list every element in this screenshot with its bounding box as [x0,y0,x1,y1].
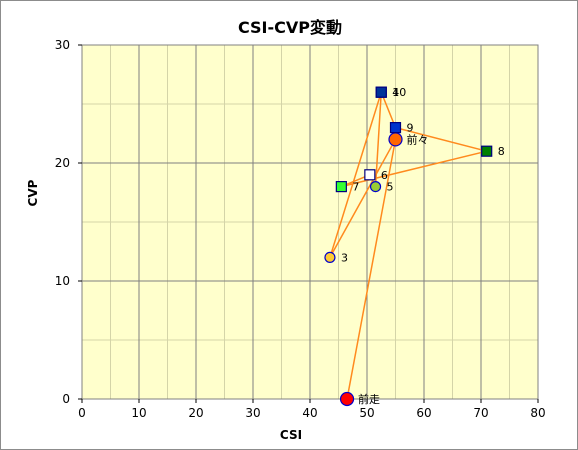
data-point-marker [364,169,376,181]
data-point-label: 5 [387,181,394,194]
x-tick-label: 20 [188,406,203,420]
data-point-marker [369,181,382,193]
x-tick-label: 10 [131,406,146,420]
y-tick-label: 20 [55,156,70,170]
data-point-label: 3 [341,251,348,264]
x-tick-label: 50 [359,406,374,420]
data-point-marker [481,145,493,157]
y-tick-label: 0 [62,392,70,406]
data-point-label: 前走 [358,392,380,406]
data-point-marker [375,86,387,98]
data-point-label: 前々 [407,132,429,146]
data-point-label: 10 [392,86,406,99]
data-point-marker [324,251,336,263]
data-point-label: 4 [392,86,399,99]
y-tick-label: 30 [55,38,70,52]
data-point-label: 9 [407,122,414,135]
x-tick-label: 60 [416,406,431,420]
data-point-marker [389,121,402,134]
chart-title: CSI-CVP変動 [238,18,342,37]
data-point-marker [339,391,355,407]
data-point-marker [388,132,403,147]
data-point-label: 7 [352,181,359,194]
plot-area: 0 10 20 30 40 50 60 70 80 0 10 20 30 前走 前々 3 4 56 7 8 9 10 [55,38,546,420]
y-tick-label: 10 [55,274,70,288]
x-axis-label: CSI [280,428,302,442]
y-axis-label: CVP [26,179,40,206]
data-point-marker [335,181,347,193]
series-line [329,91,488,400]
x-tick-label: 0 [78,406,86,420]
x-tick-label: 30 [245,406,260,420]
x-tick-label: 40 [302,406,317,420]
data-point-label: 8 [498,145,505,158]
x-tick-label: 70 [473,406,488,420]
data-point-label: 6 [381,169,388,182]
x-tick-label: 80 [530,406,545,420]
